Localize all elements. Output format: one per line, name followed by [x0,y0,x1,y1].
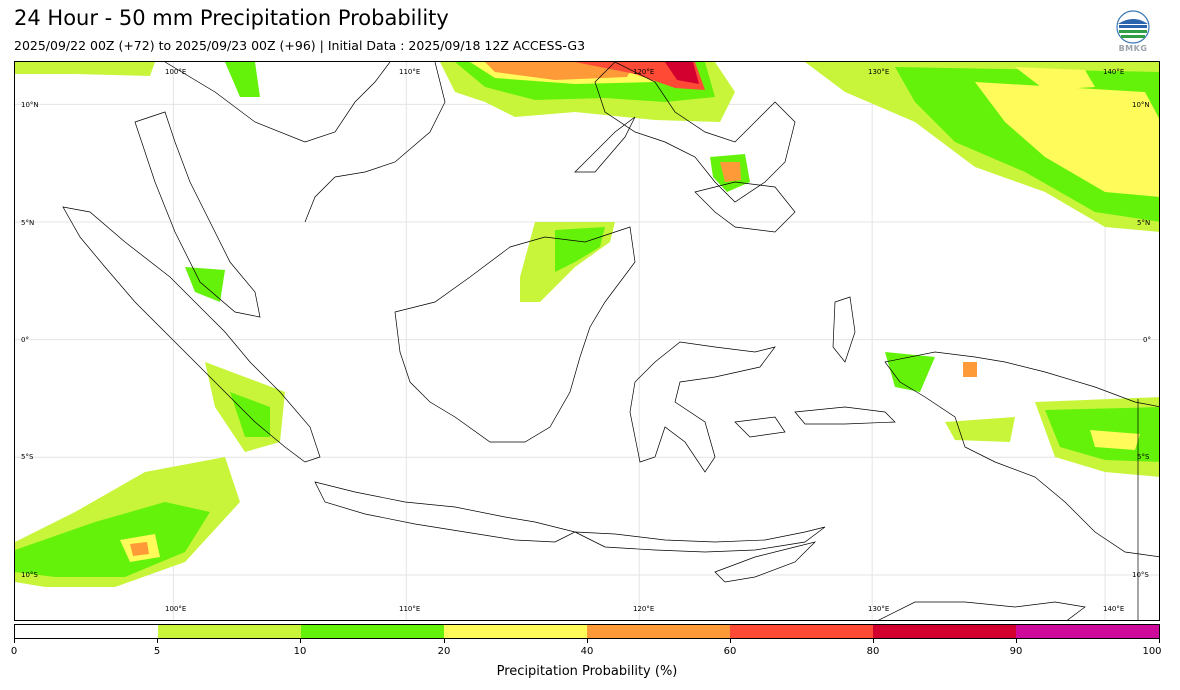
colorbar-tick-label: 5 [153,646,161,657]
coast-philippines [594,62,796,203]
colorbar-title: Precipitation Probability (%) [496,664,678,679]
coast-malay-peninsula [134,111,261,318]
precip-area [885,352,935,392]
coast-sumatra [62,206,321,463]
chart-title: 24 Hour - 50 mm Precipitation Probabilit… [14,6,449,30]
precip-area [15,502,210,577]
precip-area [1015,67,1095,90]
lon-label-bottom: 130°E [868,605,890,613]
precipitation-overlay [15,62,1159,587]
colorbar-segment [444,625,587,638]
colorbar-segment [873,625,1016,638]
lat-label-right: 0° [1143,336,1151,344]
precip-area [130,542,149,556]
lat-label-left: 5°S [21,453,34,461]
colorbar-tick-label: 40 [580,646,594,657]
colorbar-segment [301,625,444,638]
bmkg-logo-icon [1116,10,1150,44]
lon-label-top: 120°E [633,68,655,76]
coast-timor [714,541,817,583]
lon-label-bottom: 120°E [633,605,655,613]
coast-sulawesi [629,341,776,473]
lon-label-bottom: 110°E [399,605,421,613]
colorbar-tick-label: 80 [866,646,880,657]
coast-vietnam [304,62,446,223]
lon-label-top: 100°E [165,68,187,76]
lat-label-right: 10°N [1132,101,1150,109]
colorbar-tick-label: 90 [1009,646,1023,657]
lon-label-bottom: 100°E [165,605,187,613]
lat-label-right: 5°S [1137,453,1150,461]
colorbar-tick-label: 100 [1142,646,1162,657]
coast-java [314,481,577,543]
lat-label-left: 5°N [21,219,35,227]
lon-label-bottom: 140°E [1103,605,1125,613]
colorbar-tick [14,639,15,643]
coast-papua [884,351,1159,558]
precip-area [185,267,225,302]
precip-area [555,227,605,272]
lon-label-top: 140°E [1103,68,1125,76]
lon-label-top: 130°E [868,68,890,76]
precip-area [720,162,741,182]
colorbar-segment [15,625,158,638]
logo-text: BMKG [1118,44,1148,53]
lat-label-left: 10°N [21,101,39,109]
colorbar-segment [587,625,730,638]
coast-buru [734,416,786,438]
colorbar-tick [873,639,874,643]
coast-australia [878,601,1086,620]
precip-area [665,62,699,84]
colorbar-tick [300,639,301,643]
precip-area [225,62,260,97]
coastlines [62,62,1159,620]
lat-label-right: 10°S [1132,571,1149,579]
lon-label-top: 110°E [399,68,421,76]
coast-indochina [164,62,391,143]
lat-label-left: 10°S [21,571,38,579]
coast-halmahera [832,296,856,363]
coast-palawan [574,116,636,173]
precip-area [15,62,155,76]
coast-nusa-tenggara [574,526,826,553]
colorbar-tick [157,639,158,643]
precip-area [975,82,1159,197]
coast-mindanao [694,181,796,233]
precip-area [963,362,977,377]
coast-borneo [394,226,636,443]
colorbar-segment [1016,625,1159,638]
colorbar-tick [1016,639,1017,643]
colorbar [14,624,1160,639]
colorbar-tick [444,639,445,643]
colorbar-tick-label: 60 [723,646,737,657]
lat-label-left: 0° [21,336,29,344]
colorbar-tick [1159,639,1160,643]
colorbar-segment [730,625,873,638]
coast-seram [794,406,896,425]
colorbar-tick [587,639,588,643]
colorbar-tick-label: 20 [437,646,451,657]
colorbar-segment [158,625,301,638]
chart-subtitle: 2025/09/22 00Z (+72) to 2025/09/23 00Z (… [14,38,586,53]
colorbar-tick-label: 0 [10,646,18,657]
colorbar-tick-label: 10 [293,646,307,657]
precip-area [945,417,1015,442]
colorbar-tick [730,639,731,643]
precipitation-map: 100°E 110°E 120°E 130°E 140°E 100°E 110°… [14,61,1160,621]
precip-area [1090,430,1140,450]
lat-label-right: 5°N [1137,219,1151,227]
